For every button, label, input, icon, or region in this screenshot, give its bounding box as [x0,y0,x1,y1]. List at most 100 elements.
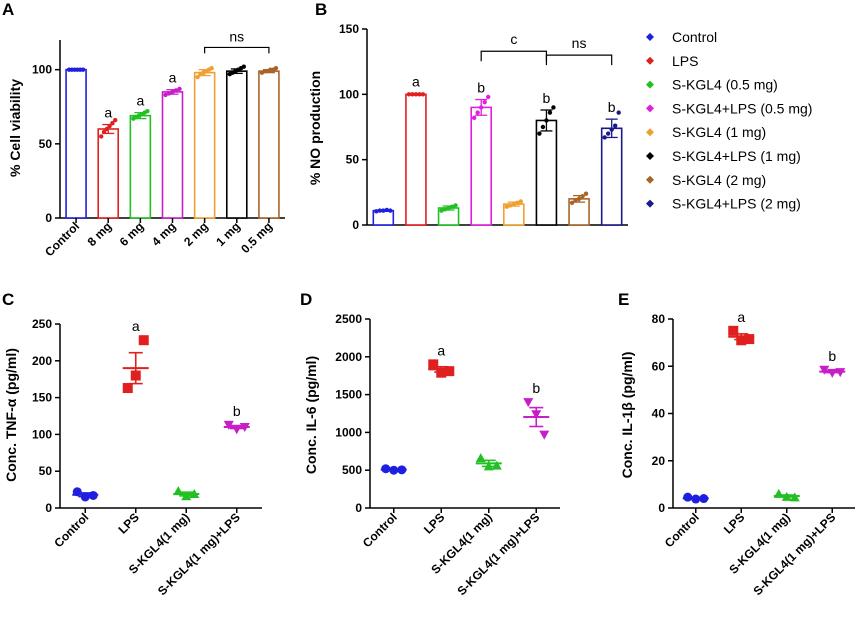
panel-b-legend-marker [646,199,654,208]
panel-b-legend-label: S-KGL4 (0.5 mg) [672,77,778,93]
panel-b-data-point [482,99,487,105]
panel-b-data-point [540,124,546,130]
panel-b-legend-marker [646,33,654,41]
panel-b-data-point [446,205,451,211]
panel-a-ytick-label: 50 [39,137,53,151]
panel-a-data-point [113,117,118,123]
panel-d-ytick-label: 0 [355,501,362,515]
panel-letter-b: B [315,0,327,19]
panel-a-ylabel: % Cell viability [7,79,23,177]
panel-b-data-point [573,197,578,203]
panel-a-xtick-label: 1 mg [213,219,243,249]
panel-e-data-point [744,334,755,345]
panel-e-xtick-label: LPS [721,510,747,536]
panel-a-significance-label: a [136,93,144,109]
panel-a-ytick-label: 0 [45,211,52,225]
panel-a-significance-label: a [104,105,112,121]
panel-c-data-point [122,383,133,394]
panel-b-data-point [413,92,419,97]
panel-b-data-point [583,191,589,196]
panel-b-legend-marker [646,175,654,184]
panel-e-ytick-label: 0 [658,501,665,515]
panel-e-significance-label: b [828,348,836,364]
panel-b-data-point [442,207,448,212]
panel-d-ytick-label: 1500 [335,388,362,402]
panel-a-data-point [99,134,104,139]
panel-d-ytick-label: 1000 [335,425,362,439]
panel-b-data-point [612,123,618,128]
panel-b-legend-label: S-KGL4+LPS (0.5 mg) [672,100,812,116]
panel-b-legend-label: S-KGL4 (1 mg) [672,124,766,140]
panel-b-data-point [580,194,585,199]
panel-b-data-point [547,110,553,115]
panel-a-data-point [173,88,179,93]
panel-d-xtick-label: S-KGL4(1 mg)+LPS [454,510,542,598]
panel-b-legend-marker [646,80,654,89]
panel-b-data-point [616,110,621,115]
panel-b-legend-label: LPS [672,53,698,69]
panel-a-data-point [241,64,246,69]
panel-b-data-point [576,196,582,202]
panel-c-ytick-label: 100 [32,427,52,441]
panel-d-data-point [523,398,534,408]
panel-b-data-point [609,127,614,132]
panel-b-data-point [417,92,422,97]
panel-b-data-point [478,105,484,110]
panel-c-data-point [223,420,234,430]
panel-a-bar [129,114,152,219]
panel-b-legend-marker [646,56,654,65]
panel-d-significance-label: a [437,342,445,358]
panel-b-ytick-label: 100 [339,87,359,101]
panel-e-ytick-label: 20 [652,454,666,468]
panel-b-data-point [471,115,477,121]
panel-b-ytick-label: 50 [346,153,360,167]
panel-a-data-point [273,65,279,71]
panel-b-data-point [388,208,393,213]
panel-e-xtick-label: Control [662,510,702,550]
panel-b-bracket-label: c [510,31,517,47]
panel-b-data-point [377,208,383,213]
panel-a-data-point [101,129,107,135]
panel-e-ytick-label: 40 [652,407,666,421]
panel-b-data-point [439,208,444,213]
panel-a-xtick-label: 2 mg [181,219,211,249]
panel-b-ytick-label: 0 [352,218,359,232]
panel-a-data-point [163,92,168,98]
panel-b-data-point [504,204,510,209]
panel-a-data-point [104,126,110,132]
panel-b-bar [405,93,427,226]
panel-b-data-point [485,94,491,100]
panel-b-data-point [453,203,458,208]
panel-a-data-point [166,91,172,96]
panel-b-significance-bracket [480,50,548,62]
panel-b-significance-label: a [412,74,420,90]
panel-b-legend-marker [646,104,654,113]
panel-a-data-point [177,86,182,92]
panel-a-bar [161,91,184,219]
panel-b-data-point [569,200,575,205]
panel-d-significance-label: b [532,380,540,396]
panel-letter-e: E [618,290,629,309]
panel-b-data-point [420,92,426,97]
panel-d-data-point [428,359,439,370]
panel-a-bracket-label: ns [229,28,244,44]
panel-b-significance-label: b [543,90,551,106]
panel-a-significance-bracket [204,46,270,54]
panel-b-legend-label: S-KGL4+LPS (2 mg) [672,196,801,212]
panel-d-ytick-label: 500 [342,463,362,477]
panel-e-xtick-label: S-KGL4(1 mg)+LPS [750,510,838,598]
panel-b-legend-label: Control [672,29,717,45]
panel-a-xtick-label: 6 mg [117,219,147,249]
panel-b-data-point [537,131,542,136]
panel-a-bar [258,70,280,219]
panel-a-bar [193,71,216,219]
panel-b-legend-marker [646,152,654,160]
panel-a-data-point [170,89,175,95]
panel-b-significance-bracket [545,54,613,66]
panel-a-data-point [209,65,214,71]
panel-a-bar [65,68,87,219]
panel-c-ytick-label: 50 [39,464,53,478]
panel-b-ylabel: % NO production [307,71,323,185]
panel-b-data-point [475,110,480,115]
panel-b-data-point [551,105,556,110]
